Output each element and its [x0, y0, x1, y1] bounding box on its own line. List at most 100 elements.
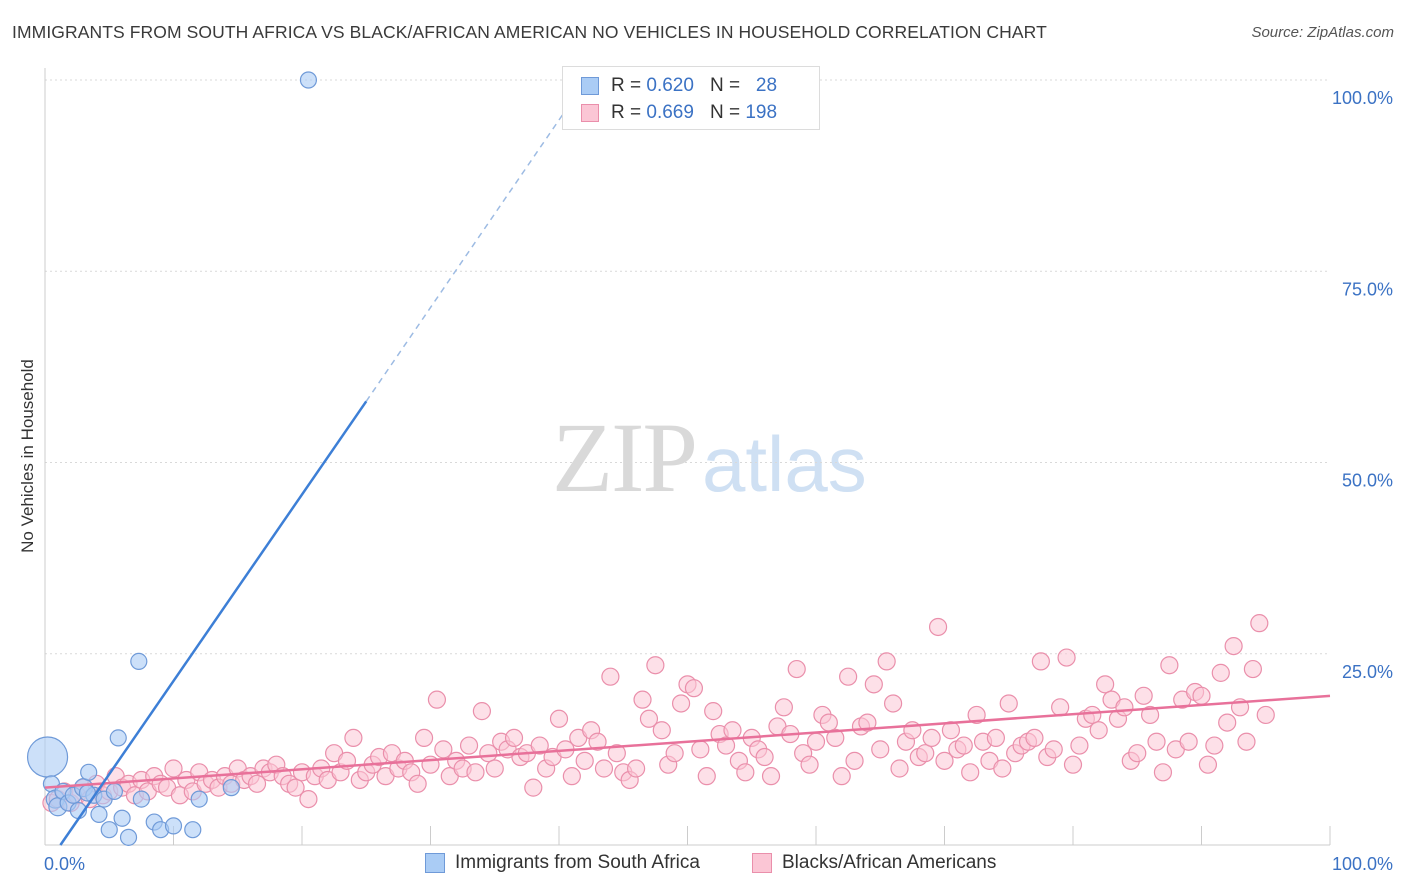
- data-point-immigrants: [130, 652, 148, 671]
- watermark: ZIPatlas: [552, 400, 867, 515]
- data-point-blacks: [562, 767, 581, 786]
- data-point-blacks: [164, 759, 183, 778]
- data-point-blacks: [594, 759, 614, 778]
- data-point-blacks: [646, 656, 665, 675]
- legend-swatch-blue: [581, 77, 599, 95]
- data-point-immigrants: [26, 736, 69, 778]
- data-point-blacks: [839, 667, 858, 686]
- data-point-blacks: [1134, 686, 1153, 705]
- data-point-blacks: [1147, 732, 1166, 751]
- data-point-blacks: [1256, 705, 1275, 725]
- data-point-blacks: [1160, 656, 1179, 675]
- data-point-blacks: [1243, 659, 1263, 679]
- data-point-blacks: [1198, 755, 1218, 774]
- data-point-blacks: [504, 728, 524, 748]
- data-point-immigrants: [299, 71, 318, 89]
- data-point-blacks: [928, 617, 948, 637]
- data-point-blacks: [1070, 736, 1089, 755]
- data-point-blacks: [1205, 736, 1224, 755]
- data-point-blacks: [530, 736, 549, 755]
- data-point-blacks: [845, 751, 864, 770]
- data-point-blacks: [1128, 744, 1147, 763]
- legend-label-immigrants: Immigrants from South Africa: [455, 852, 700, 873]
- data-point-blacks: [626, 759, 646, 778]
- data-point-blacks: [961, 763, 980, 782]
- data-point-blacks: [954, 736, 973, 755]
- r-label: R =: [611, 102, 642, 123]
- data-point-blacks: [286, 778, 305, 797]
- legend-item-blacks: Blacks/African Americans: [752, 852, 996, 874]
- data-point-blacks: [986, 728, 1006, 748]
- data-point-blacks: [806, 732, 826, 751]
- data-point-blacks: [826, 728, 845, 748]
- r-label: R =: [611, 75, 642, 96]
- legend-swatch-immigrants: [425, 853, 445, 873]
- data-point-blacks: [459, 736, 479, 755]
- data-point-blacks: [716, 736, 736, 755]
- chart-title: IMMIGRANTS FROM SOUTH AFRICA VS BLACK/AF…: [12, 22, 1047, 42]
- data-point-blacks: [1179, 732, 1198, 751]
- y-tick-label: 75.0%: [1342, 279, 1393, 299]
- data-point-blacks: [639, 709, 659, 728]
- data-point-blacks: [890, 759, 909, 778]
- data-point-blacks: [1211, 663, 1230, 682]
- data-point-immigrants: [164, 817, 183, 835]
- source-label: Source: ZipAtlas.com: [1251, 24, 1394, 41]
- data-point-blacks: [1224, 636, 1243, 656]
- data-point-blacks: [1140, 705, 1160, 725]
- data-point-blacks: [299, 789, 318, 809]
- correlation-legend: R = 0.620 N = 28 R = 0.669 N = 198: [562, 66, 820, 130]
- data-point-blacks: [704, 702, 723, 721]
- x-tick-label: 100.0%: [1332, 854, 1393, 874]
- data-point-blacks: [1025, 728, 1044, 748]
- data-point-blacks: [1115, 698, 1134, 717]
- data-point-blacks: [774, 698, 793, 717]
- data-point-blacks: [1089, 721, 1108, 740]
- data-point-blacks: [344, 728, 363, 748]
- data-point-immigrants: [119, 828, 138, 846]
- data-point-blacks: [427, 690, 447, 709]
- trendline-immigrants: [59, 400, 368, 846]
- watermark-atlas: atlas: [702, 420, 867, 508]
- data-point-blacks: [1057, 648, 1076, 667]
- data-point-blacks: [1063, 755, 1083, 774]
- y-tick-label: 25.0%: [1342, 662, 1393, 682]
- data-point-blacks: [684, 679, 704, 698]
- data-point-blacks: [1237, 732, 1256, 751]
- data-point-blacks: [691, 740, 710, 759]
- data-point-blacks: [633, 690, 652, 709]
- trendline-immigrants-extension: [365, 110, 567, 402]
- data-point-blacks: [414, 728, 434, 748]
- data-point-blacks: [665, 744, 684, 763]
- data-point-blacks: [800, 755, 819, 774]
- data-point-blacks: [877, 652, 896, 671]
- x-tick-label: 0.0%: [44, 854, 85, 874]
- data-point-blacks: [524, 778, 543, 797]
- data-point-blacks: [832, 767, 851, 786]
- data-point-blacks: [1153, 763, 1173, 782]
- data-point-blacks: [1031, 652, 1050, 671]
- data-point-blacks: [575, 751, 594, 770]
- legend-swatch-pink: [581, 104, 599, 122]
- legend-swatch-blacks: [752, 853, 772, 873]
- data-point-blacks: [1083, 705, 1102, 725]
- data-point-blacks: [408, 774, 427, 793]
- data-point-blacks: [1051, 698, 1070, 717]
- legend-item-immigrants: Immigrants from South Africa: [425, 852, 700, 874]
- n-value: 198: [745, 102, 778, 123]
- data-point-blacks: [1044, 740, 1063, 759]
- data-point-blacks: [652, 721, 671, 740]
- data-point-blacks: [485, 759, 504, 778]
- y-axis-label: No Vehicles in Household: [18, 359, 37, 553]
- data-point-immigrants: [184, 821, 202, 839]
- data-point-blacks: [723, 721, 742, 740]
- data-point-immigrants: [109, 729, 127, 747]
- data-point-blacks: [1218, 713, 1237, 732]
- data-point-blacks: [434, 740, 453, 759]
- data-point-immigrants: [113, 809, 131, 827]
- r-value: 0.620: [646, 75, 694, 96]
- data-point-blacks: [549, 709, 569, 728]
- data-point-blacks: [922, 728, 941, 748]
- data-point-blacks: [935, 751, 954, 770]
